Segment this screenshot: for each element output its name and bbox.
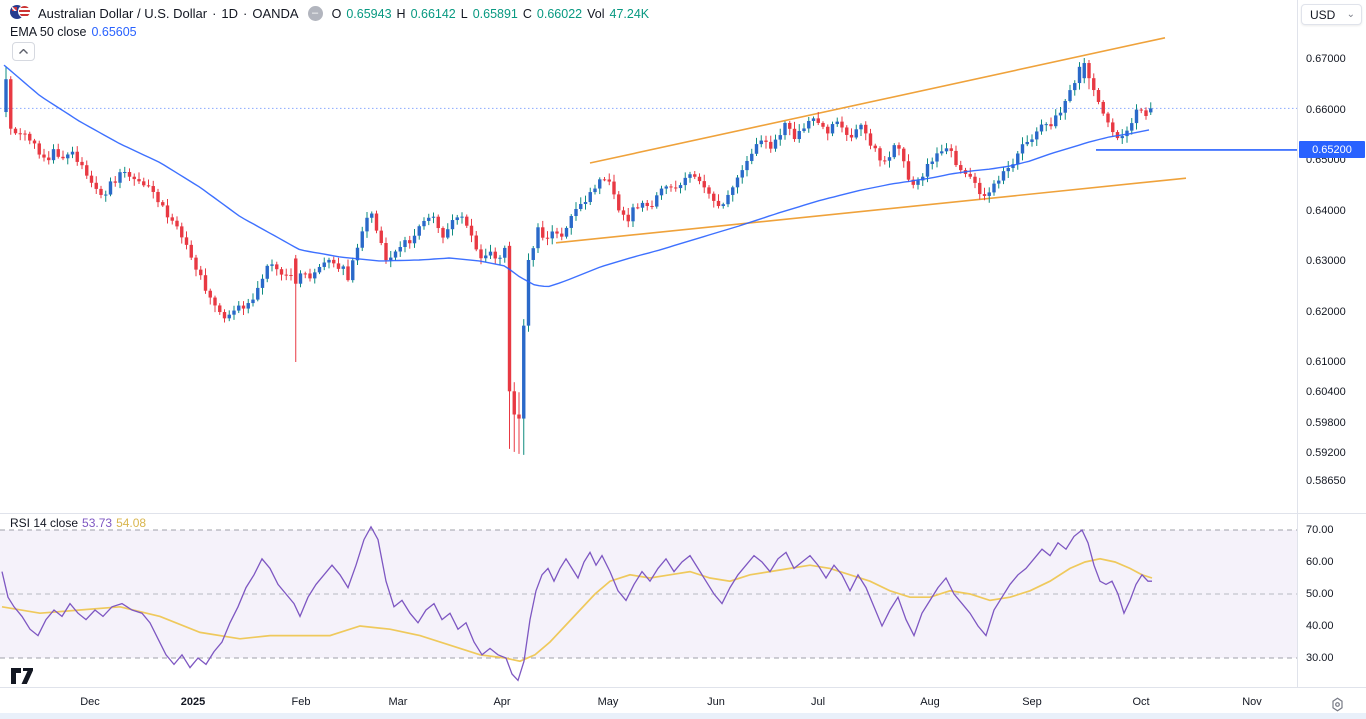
ema-value: 0.65605 <box>91 25 137 39</box>
price-axis-label: 0.62000 <box>1306 305 1346 318</box>
time-axis-label: Jun <box>707 696 725 708</box>
time-axis-label: May <box>597 696 619 708</box>
time-axis-label: Jul <box>810 696 826 708</box>
price-axis-label: 0.63000 <box>1306 255 1346 267</box>
rsi-value: 53.73 <box>82 516 113 530</box>
volume-value: 47.24K <box>609 6 650 21</box>
rsi-axis-label: 60.00 <box>1306 556 1334 568</box>
symbol-flag-icon <box>10 5 31 22</box>
ema-legend[interactable]: EMA 50 close 0.65605 <box>10 25 137 39</box>
pane-divider[interactable] <box>0 513 1366 514</box>
time-axis-label: 2025 <box>180 696 206 708</box>
volume-label: Vol <box>587 6 605 21</box>
symbol-legend[interactable]: Australian Dollar / U.S. Dollar · 1D · O… <box>10 5 649 22</box>
price-axis-label: 0.64000 <box>1306 204 1346 217</box>
interval-label[interactable]: 1D <box>221 6 239 21</box>
time-axis-label: Sep <box>1022 696 1042 708</box>
chevron-up-icon <box>19 49 28 54</box>
exchange-label[interactable]: OANDA <box>252 6 299 21</box>
collapse-pane-button[interactable] <box>12 42 35 61</box>
close-label: C <box>522 6 532 21</box>
time-axis-divider <box>0 687 1366 688</box>
time-axis-label: Nov <box>1242 696 1262 708</box>
time-axis-label: Aug <box>920 696 940 708</box>
rsi-axis-label: 50.00 <box>1306 588 1334 600</box>
rsi-axis-label: 40.00 <box>1306 620 1334 632</box>
price-axis-label: 0.66000 <box>1306 103 1346 116</box>
price-axis-label: 0.67000 <box>1306 53 1346 65</box>
high-value: 0.66142 <box>410 6 456 21</box>
time-axis-label: Apr <box>493 696 511 708</box>
active-price-label: 0.65200 <box>1299 141 1365 159</box>
currency-label: USD <box>1310 7 1336 22</box>
time-axis-label: Feb <box>291 696 311 708</box>
open-value: 0.65943 <box>346 6 392 21</box>
price-axis-label: 0.60400 <box>1306 386 1346 399</box>
time-axis-label: Mar <box>388 696 408 708</box>
low-label: L <box>460 6 468 21</box>
price-axis-divider <box>1297 0 1298 687</box>
close-value: 0.66022 <box>536 6 583 21</box>
price-axis-label: 0.59200 <box>1306 446 1346 459</box>
symbol-title[interactable]: Australian Dollar / U.S. Dollar <box>38 6 208 21</box>
rsi-axis-label: 30.00 <box>1306 652 1334 664</box>
time-axis-label: Dec <box>80 696 100 708</box>
rsi-label[interactable]: RSI 14 close <box>10 516 79 530</box>
time-axis-settings-icon[interactable] <box>1330 697 1345 712</box>
currency-selector[interactable]: USD ⌄ <box>1301 4 1362 25</box>
open-label: O <box>331 6 342 21</box>
high-label: H <box>396 6 406 21</box>
low-value: 0.65891 <box>472 6 518 21</box>
price-axis-label: 0.58650 <box>1306 474 1346 487</box>
hide-indicator-icon[interactable]: – <box>307 6 323 21</box>
time-axis-label: Oct <box>1132 696 1150 708</box>
price-axis-label: 0.59800 <box>1306 416 1346 429</box>
price-axis-label: 0.61000 <box>1306 356 1346 368</box>
rsi-axis-label: 70.00 <box>1306 524 1334 536</box>
tradingview-logo[interactable] <box>10 666 40 686</box>
ema-label[interactable]: EMA 50 close <box>10 25 87 39</box>
rsi-ma-value: 54.08 <box>116 516 147 530</box>
bottom-strip <box>0 713 1366 719</box>
rsi-legend[interactable]: RSI 14 close 53.73 54.08 <box>10 516 146 530</box>
chevron-down-icon: ⌄ <box>1346 9 1355 20</box>
